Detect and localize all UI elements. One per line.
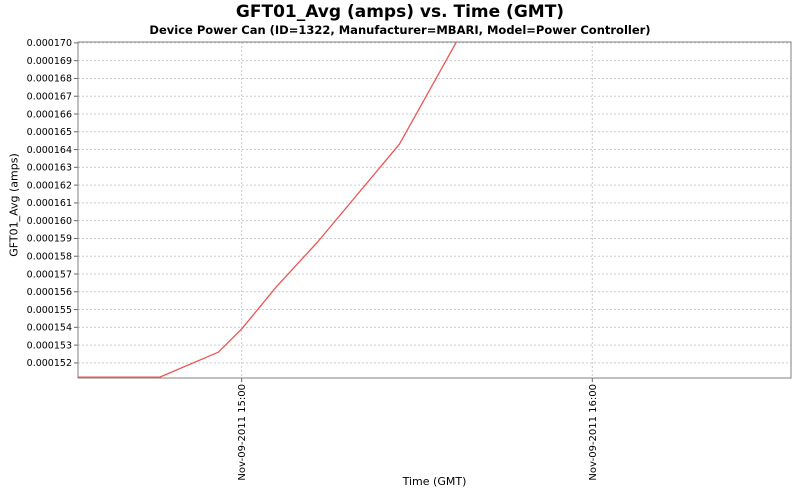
y-axis-tick-label: 0.000157: [27, 269, 72, 280]
tick-labels: 0.000152 0.000153 0.000154 0.000155 0.000156…: [27, 38, 599, 480]
y-axis-tick-label: 0.000163: [27, 163, 72, 174]
chart-subtitle: Device Power Can (ID=1322, Manufacturer=…: [149, 23, 651, 37]
y-axis-tick-label: 0.000158: [27, 252, 72, 263]
y-axis-tick-label: 0.000170: [27, 38, 72, 49]
y-axis-tick-label: 0.000155: [27, 305, 72, 316]
y-axis-tick-label: 0.000165: [27, 127, 72, 138]
series-line-gft01_avg: [78, 42, 458, 378]
y-axis-tick-label: 0.000161: [27, 198, 72, 209]
y-axis-tick-label: 0.000166: [27, 109, 72, 120]
x-axis-tick-label: Nov-09-2011 15:00: [237, 384, 248, 481]
y-axis-tick-label: 0.000152: [27, 358, 72, 369]
axis-ticks: [74, 42, 593, 382]
plot-border: [77, 41, 792, 379]
gridlines: [78, 42, 791, 378]
y-axis-tick-label: 0.000162: [27, 180, 72, 191]
y-axis-tick-label: 0.000154: [27, 323, 72, 334]
chart-title: GFT01_Avg (amps) vs. Time (GMT): [235, 2, 565, 22]
x-axis-tick-label: Nov-09-2011 16:00: [588, 384, 599, 481]
y-axis-tick-label: 0.000156: [27, 287, 72, 298]
x-axis-title: Time (GMT): [402, 475, 467, 488]
y-axis-tick-label: 0.000164: [27, 145, 72, 156]
y-axis-tick-label: 0.000169: [27, 56, 72, 67]
y-axis-title: GFT01_Avg (amps): [7, 153, 21, 257]
y-axis-tick-label: 0.000167: [27, 92, 72, 103]
y-axis-tick-label: 0.000159: [27, 234, 72, 245]
y-axis-tick-label: 0.000168: [27, 74, 72, 85]
y-axis-tick-label: 0.000153: [27, 340, 72, 351]
y-axis-tick-label: 0.000160: [27, 216, 72, 227]
